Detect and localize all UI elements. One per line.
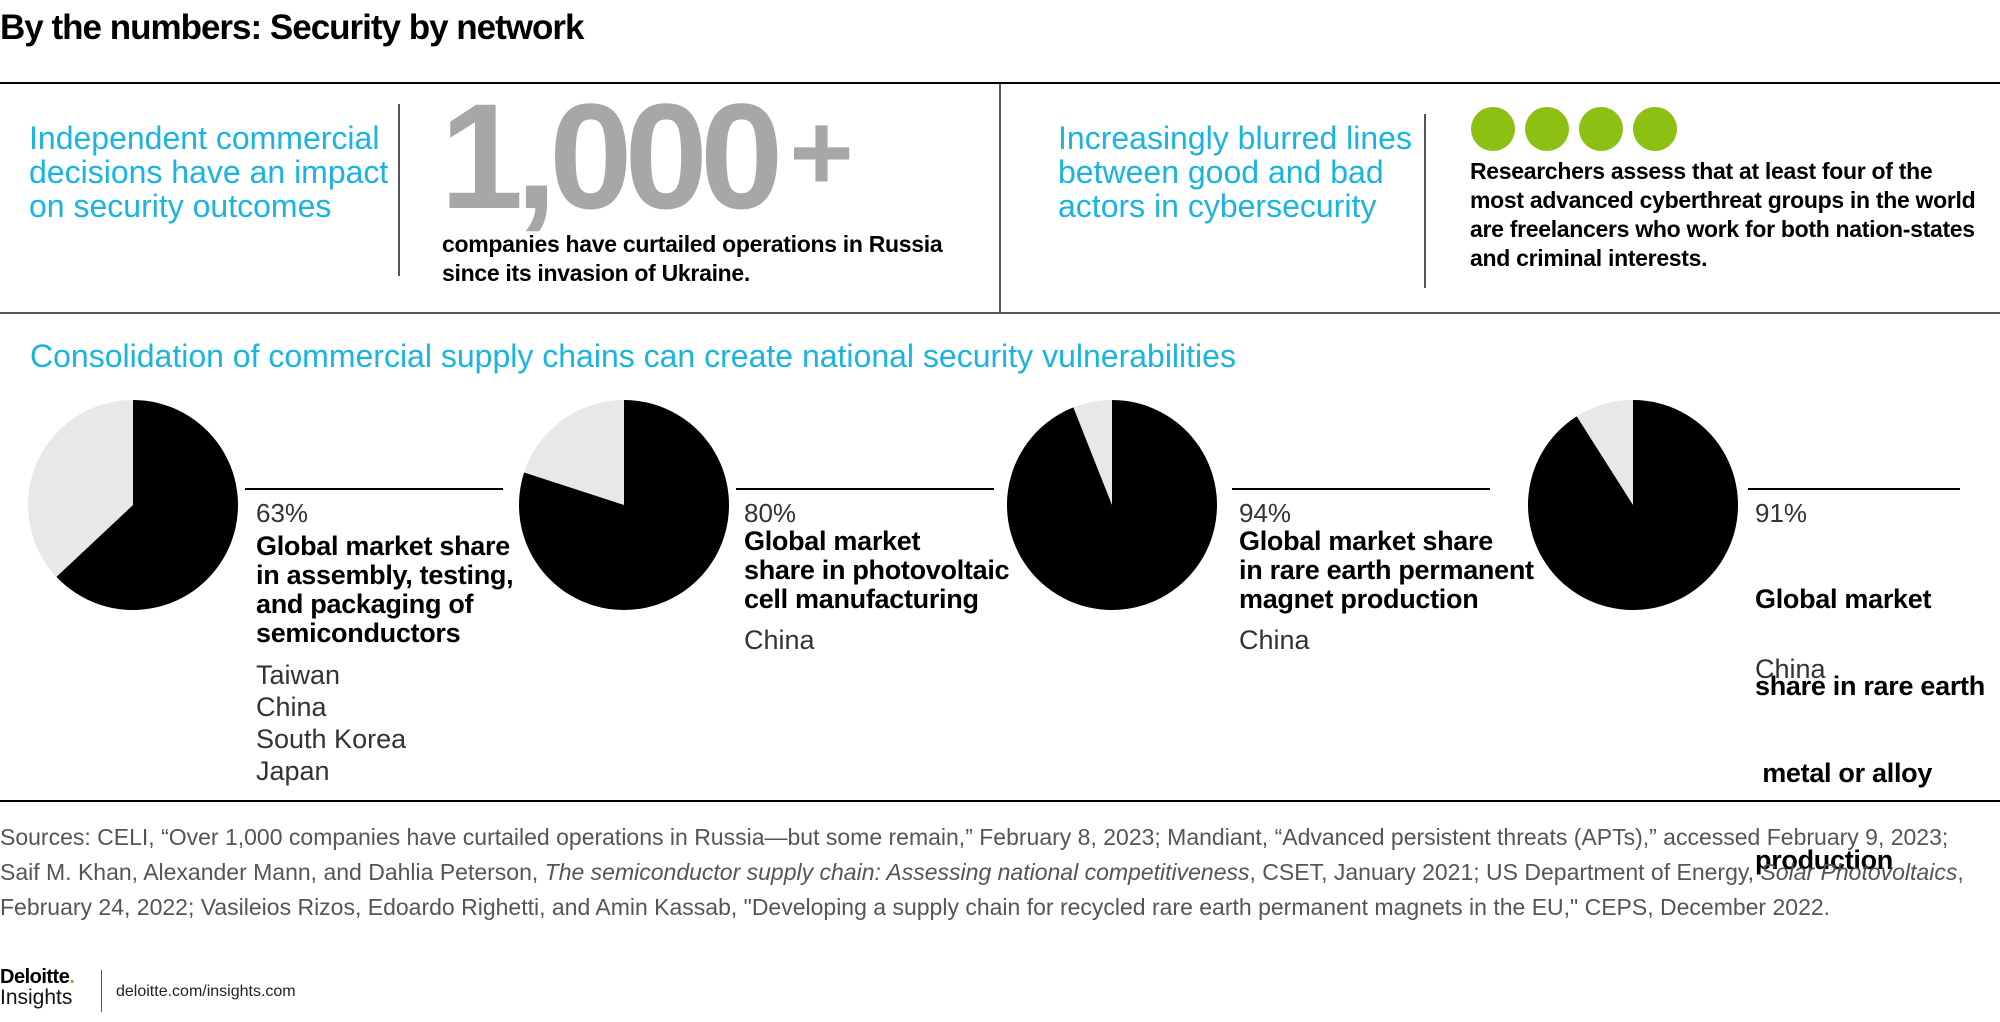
caption-line: Researchers assess that at least four of… bbox=[1470, 158, 1933, 184]
sources-text: Sources: CELI, “Over 1,000 companies hav… bbox=[0, 820, 1990, 925]
pie-description: Global market share in rare earth metal … bbox=[1755, 527, 1995, 904]
label-rule bbox=[1232, 488, 1490, 490]
desc-line: Global market bbox=[1755, 584, 1932, 614]
pie-countries: China bbox=[1239, 624, 1310, 656]
footer-divider bbox=[101, 970, 102, 1012]
page-title: By the numbers: Security by network bbox=[0, 8, 584, 47]
pie-share-slice bbox=[1006, 400, 1217, 610]
caption-line: most advanced cyberthreat groups in the … bbox=[1470, 187, 1976, 213]
pie-chart-rare-earth-metal bbox=[1528, 400, 1739, 610]
pie-share-slice bbox=[56, 400, 238, 610]
heading-line: on security outcomes bbox=[29, 188, 332, 224]
dot-icon bbox=[1525, 107, 1569, 151]
vertical-divider bbox=[1424, 114, 1426, 288]
desc-line: Global market share bbox=[256, 531, 510, 561]
dot-icon bbox=[1633, 107, 1677, 151]
sources-part: Sources: CELI, “Over 1,000 companies hav… bbox=[0, 824, 1949, 885]
caption-line: since its invasion of Ukraine. bbox=[442, 260, 750, 286]
footer-url[interactable]: deloitte.com/insights.com bbox=[116, 983, 296, 1000]
big-number-value: 1,000 bbox=[440, 72, 783, 240]
desc-line: metal or alloy bbox=[1755, 758, 1933, 788]
heading-line: Increasingly blurred lines bbox=[1058, 120, 1412, 156]
pie-countries: China bbox=[1755, 653, 1826, 685]
desc-line: production bbox=[1755, 845, 1893, 875]
vertical-divider bbox=[398, 104, 400, 276]
pie-description: Global market share in rare earth perman… bbox=[1239, 527, 1539, 614]
country: South Korea bbox=[256, 724, 407, 754]
country: China bbox=[1755, 654, 1826, 684]
dot-icon bbox=[1579, 107, 1623, 151]
pie-share-slice bbox=[518, 400, 729, 610]
pie-percent-label: 63% bbox=[256, 498, 309, 528]
commercial-decisions-heading: Independent commercial decisions have an… bbox=[29, 121, 399, 223]
sources-part: , February 24, 2022; Vasileios Rizos, Ed… bbox=[0, 859, 1964, 920]
caption-line: and criminal interests. bbox=[1470, 245, 1708, 271]
desc-line: in rare earth permanent bbox=[1239, 555, 1534, 585]
pie-share-slice bbox=[1528, 400, 1739, 610]
threat-groups-dots bbox=[1471, 107, 1677, 153]
country: Taiwan bbox=[256, 660, 341, 690]
desc-line: in assembly, testing, bbox=[256, 560, 514, 590]
section-divider bbox=[999, 84, 1001, 312]
heading-line: actors in cybersecurity bbox=[1058, 188, 1377, 224]
sources-italic: Solar Photovoltaics bbox=[1760, 859, 1958, 885]
pie-description: Global market share in photovoltaic cell… bbox=[744, 527, 1014, 614]
pie-percent-label: 91% bbox=[1755, 498, 1808, 528]
desc-line: Global market share bbox=[1239, 526, 1493, 556]
desc-line: and packaging of bbox=[256, 589, 474, 619]
desc-line: share in photovoltaic bbox=[744, 555, 1010, 585]
country: Japan bbox=[256, 756, 330, 786]
sources-divider bbox=[0, 800, 2000, 802]
row-divider bbox=[0, 312, 2000, 314]
big-number-stat: 1,000 + bbox=[440, 81, 854, 231]
desc-line: cell manufacturing bbox=[744, 584, 979, 614]
caption-line: are freelancers who work for both nation… bbox=[1470, 216, 1975, 242]
companies-caption: companies have curtailed operations in R… bbox=[442, 230, 962, 288]
section-heading: Consolidation of commercial supply chain… bbox=[30, 338, 1236, 374]
country: China bbox=[744, 625, 815, 655]
pie-description: Global market share in assembly, testing… bbox=[256, 532, 526, 648]
heading-line: Independent commercial bbox=[29, 120, 380, 156]
title-divider bbox=[0, 82, 2000, 84]
label-rule bbox=[736, 488, 994, 490]
heading-line: decisions have an impact bbox=[29, 154, 389, 190]
sources-italic: The semiconductor supply chain: Assessin… bbox=[544, 859, 1250, 885]
blurred-lines-heading: Increasingly blurred lines between good … bbox=[1058, 121, 1418, 223]
caption-line: companies have curtailed operations in R… bbox=[442, 231, 943, 257]
logo-wordmark: Deloitte. bbox=[0, 966, 75, 989]
pie-percent-label: 80% bbox=[744, 498, 797, 528]
label-rule bbox=[245, 488, 503, 490]
pie-countries: China bbox=[744, 624, 815, 656]
logo-subtitle: Insights bbox=[0, 986, 73, 1009]
sources-part: , CSET, January 2021; US Department of E… bbox=[1249, 859, 1761, 885]
pie-percent-label: 94% bbox=[1239, 498, 1292, 528]
country: China bbox=[256, 692, 327, 722]
label-rule bbox=[1748, 488, 1960, 490]
pie-chart-photovoltaic bbox=[518, 400, 729, 610]
researchers-caption: Researchers assess that at least four of… bbox=[1470, 157, 1990, 273]
logo-dot: . bbox=[69, 966, 75, 988]
country: China bbox=[1239, 625, 1310, 655]
desc-line: semiconductors bbox=[256, 618, 461, 648]
desc-line: magnet production bbox=[1239, 584, 1479, 614]
pie-chart-magnets bbox=[1006, 400, 1217, 610]
pie-chart-semiconductors bbox=[28, 400, 238, 610]
desc-line: Global market bbox=[744, 526, 921, 556]
pie-countries: Taiwan China South Korea Japan bbox=[256, 659, 406, 787]
logo-word: Deloitte bbox=[0, 966, 70, 988]
desc-line: share in rare earth bbox=[1755, 671, 1985, 701]
dot-icon bbox=[1471, 107, 1515, 151]
heading-line: between good and bad bbox=[1058, 154, 1384, 190]
big-number-suffix: + bbox=[789, 91, 854, 214]
deloitte-logo: Deloitte. Insights bbox=[0, 966, 75, 1010]
